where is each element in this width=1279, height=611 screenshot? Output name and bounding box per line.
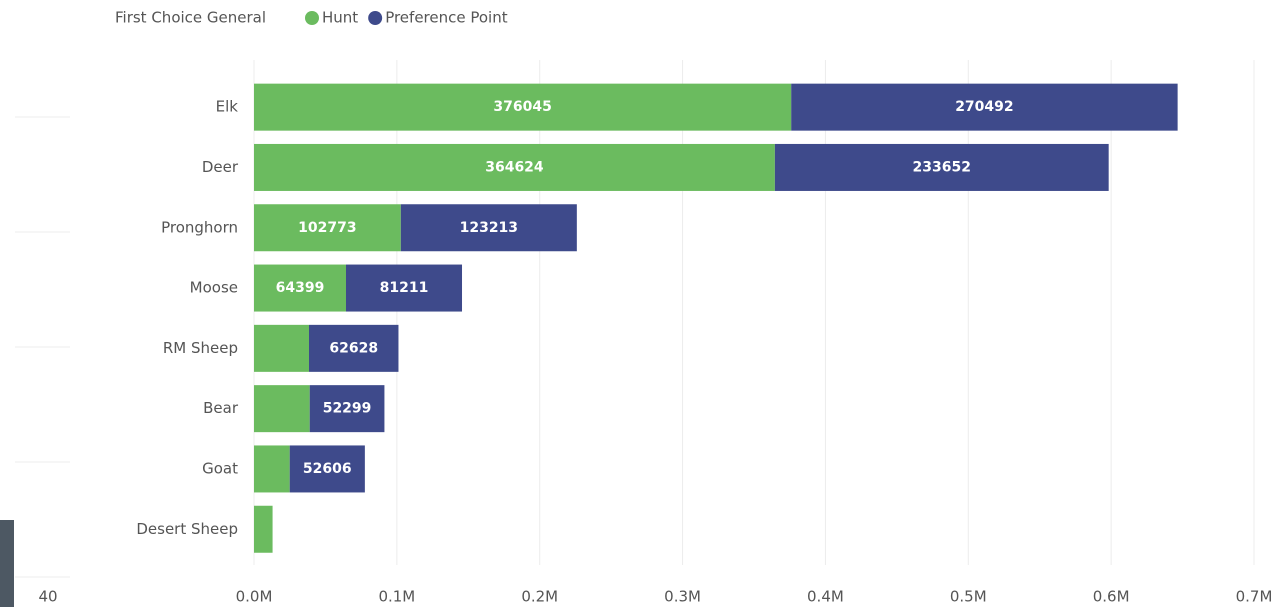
data-label: 64399 <box>276 280 325 296</box>
y-tick-label: Goat <box>202 459 238 477</box>
bar-segment <box>254 385 310 433</box>
x-tick-label: 0.7M <box>1236 588 1273 606</box>
side-tick-label: 40 <box>38 588 57 606</box>
side-panel: 40 <box>0 116 70 607</box>
x-tick-label: 0.5M <box>950 588 987 606</box>
y-tick-label: RM Sheep <box>163 339 238 357</box>
legend-label: Preference Point <box>385 9 508 27</box>
data-label: 233652 <box>913 159 971 175</box>
bar-segment <box>254 324 309 372</box>
data-label: 52606 <box>303 461 352 477</box>
legend-marker <box>305 11 319 25</box>
data-label: 376045 <box>493 99 551 115</box>
data-label: 62628 <box>329 340 378 356</box>
bar-segment <box>791 83 1178 131</box>
bar-segment <box>400 204 577 252</box>
x-tick-label: 0.4M <box>807 588 844 606</box>
legend-title: First Choice General <box>115 9 266 27</box>
x-tick-label: 0.6M <box>1093 588 1130 606</box>
data-label: 81211 <box>380 280 429 296</box>
x-tick-label: 0.1M <box>378 588 415 606</box>
bar-segment <box>309 324 399 372</box>
x-tick-label: 0.0M <box>236 588 273 606</box>
bar-segment <box>254 505 273 553</box>
x-tick-label: 0.3M <box>664 588 701 606</box>
bar-segment <box>254 143 775 191</box>
data-label: 270492 <box>955 99 1013 115</box>
y-tick-label: Bear <box>203 399 239 417</box>
bar-segment <box>345 264 463 312</box>
y-tick-label: Moose <box>190 279 238 297</box>
data-label: 364624 <box>485 159 544 175</box>
bar-segment <box>254 264 346 312</box>
y-tick-label: Pronghorn <box>161 218 238 236</box>
bar-segment <box>774 143 1109 191</box>
y-tick-label: Deer <box>202 158 239 176</box>
side-block <box>0 520 14 607</box>
data-label: 123213 <box>460 220 518 236</box>
bar-segment <box>309 385 385 433</box>
bar-segment <box>254 204 401 252</box>
bar-segment <box>254 83 792 131</box>
data-label: 52299 <box>323 401 372 417</box>
bar-segment <box>289 445 365 493</box>
x-tick-label: 0.2M <box>521 588 558 606</box>
legend-label: Hunt <box>322 9 358 27</box>
y-tick-label: Desert Sheep <box>136 520 238 538</box>
bar-segment <box>254 445 290 493</box>
data-label: 102773 <box>298 220 356 236</box>
legend-marker <box>368 11 383 25</box>
y-tick-label: Elk <box>216 98 239 116</box>
